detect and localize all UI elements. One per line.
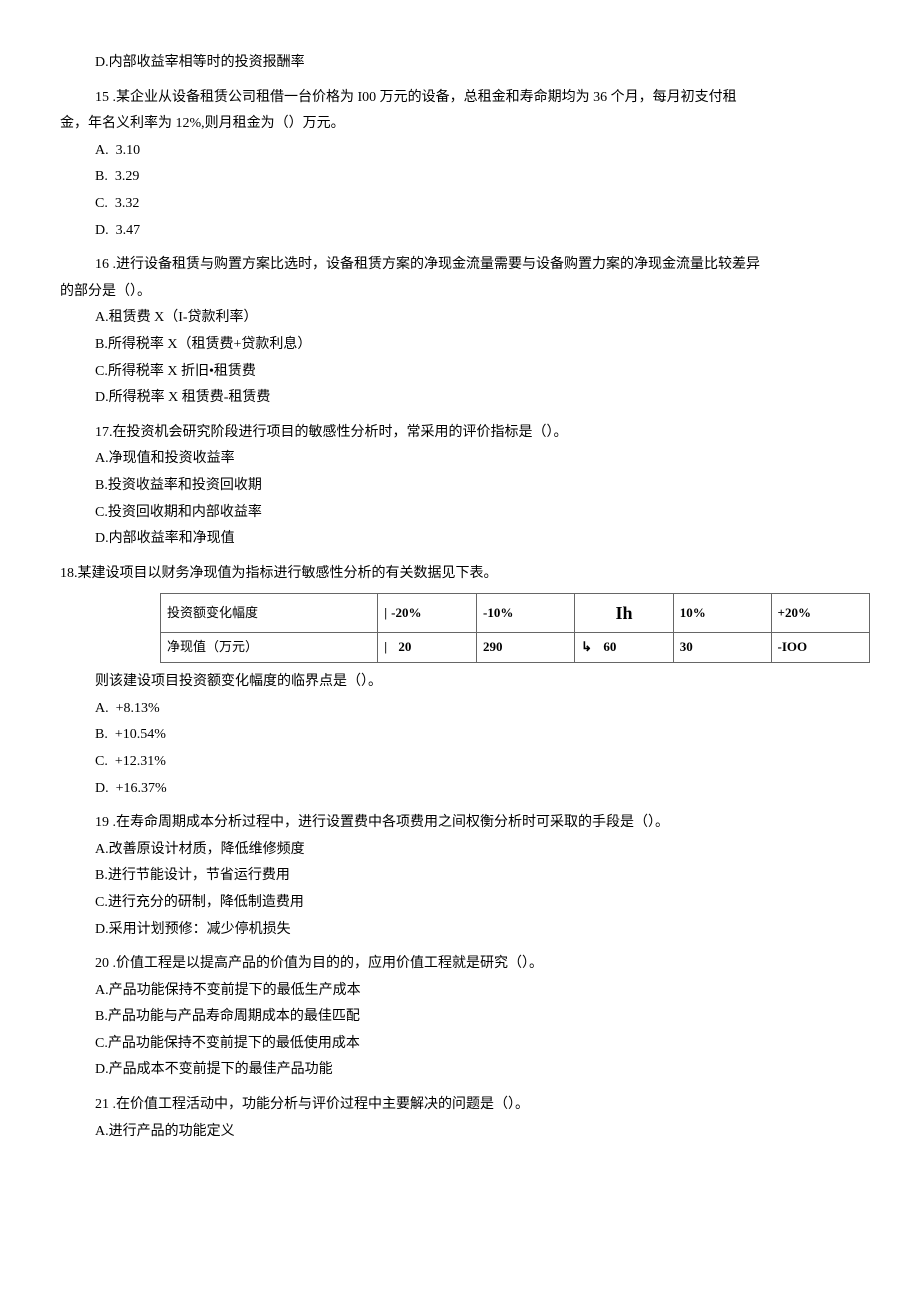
q20-option-b: B.产品功能与产品寿命周期成本的最佳匹配 — [60, 1004, 860, 1031]
table-cell: 10% — [673, 594, 771, 633]
q16-option-a: A.租赁费 X（I-贷款利率） — [60, 305, 860, 332]
q17-option-c: C.投资回收期和内部收益率 — [60, 500, 860, 527]
table-cell: Ih — [575, 594, 674, 633]
q17-option-b: B.投资收益率和投资回收期 — [60, 473, 860, 500]
q16-stem-line2: 的部分是（）。 — [60, 279, 860, 306]
q18-option-d: D. +16.37% — [60, 776, 860, 803]
q19-option-d: D.采用计划预修：减少停机损失 — [60, 917, 860, 944]
q18-option-c: C. +12.31% — [60, 749, 860, 776]
q20-stem: 20 .价值工程是以提高产品的价值为目的的，应用价值工程就是研究（）。 — [60, 951, 860, 978]
q21-stem: 21 .在价值工程活动中，功能分析与评价过程中主要解决的问题是（）。 — [60, 1092, 860, 1119]
q17-option-a: A.净现值和投资收益率 — [60, 446, 860, 473]
table-cell: ↳ 60 — [575, 633, 674, 663]
q18-stem: 18.某建设项目以财务净现值为指标进行敏感性分析的有关数据见下表。 — [60, 561, 860, 588]
table-row: 净现值（万元） | 20 290 ↳ 60 30 -IOO — [161, 633, 870, 663]
q15-option-c: C. 3.32 — [60, 191, 860, 218]
table-cell-row2-label: 净现值（万元） — [161, 633, 378, 663]
q18-tail: 则该建设项目投资额变化幅度的临界点是（）。 — [60, 669, 860, 696]
table-cell: |-20% — [378, 594, 477, 633]
q15-option-a: A. 3.10 — [60, 138, 860, 165]
q16-option-c: C.所得税率 X 折旧•租赁费 — [60, 359, 860, 386]
q16-option-d: D.所得税率 X 租赁费-租赁费 — [60, 385, 860, 412]
q18-option-a: A. +8.13% — [60, 696, 860, 723]
q15-option-d: D. 3.47 — [60, 218, 860, 245]
q15-stem-line2: 金，年名义利率为 12%,则月租金为（）万元。 — [60, 111, 860, 138]
table-cell: 290 — [477, 633, 575, 663]
table-row: 投资额变化幅度 |-20% -10% Ih 10% +20% — [161, 594, 870, 633]
q15-stem-line1: 15 .某企业从设备租赁公司租借一台价格为 I00 万元的设备，总租金和寿命期均… — [60, 85, 860, 112]
table-cell: 30 — [673, 633, 771, 663]
q17-stem: 17.在投资机会研究阶段进行项目的敏感性分析时，常采用的评价指标是（）。 — [60, 420, 860, 447]
table-cell-row1-label: 投资额变化幅度 — [161, 594, 378, 633]
q16-stem-line1: 16 .进行设备租赁与购置方案比选时，设备租赁方案的净现金流量需要与设备购置力案… — [60, 252, 860, 279]
q14-option-d: D.内部收益宰相等时的投资报酬率 — [60, 50, 860, 77]
q20-option-c: C.产品功能保持不变前提下的最低使用成本 — [60, 1031, 860, 1058]
q20-option-d: D.产品成本不变前提下的最佳产品功能 — [60, 1057, 860, 1084]
q15-option-b: B. 3.29 — [60, 164, 860, 191]
q19-option-a: A.改善原设计材质，降低维修频度 — [60, 837, 860, 864]
q17-option-d: D.内部收益率和净现值 — [60, 526, 860, 553]
q19-option-b: B.进行节能设计，节省运行费用 — [60, 863, 860, 890]
table-cell: -10% — [477, 594, 575, 633]
q21-option-a: A.进行产品的功能定义 — [60, 1119, 860, 1146]
q16-option-b: B.所得税率 X（租赁费+贷款利息） — [60, 332, 860, 359]
table-cell: -IOO — [771, 633, 869, 663]
q18-table: 投资额变化幅度 |-20% -10% Ih 10% +20% 净现值（万元） |… — [160, 593, 870, 663]
q19-option-c: C.进行充分的研制，降低制造费用 — [60, 890, 860, 917]
table-cell: | 20 — [378, 633, 477, 663]
q18-option-b: B. +10.54% — [60, 722, 860, 749]
q19-stem: 19 .在寿命周期成本分析过程中，进行设置费中各项费用之间权衡分析时可采取的手段… — [60, 810, 860, 837]
table-cell: +20% — [771, 594, 869, 633]
q20-option-a: A.产品功能保持不变前提下的最低生产成本 — [60, 978, 860, 1005]
